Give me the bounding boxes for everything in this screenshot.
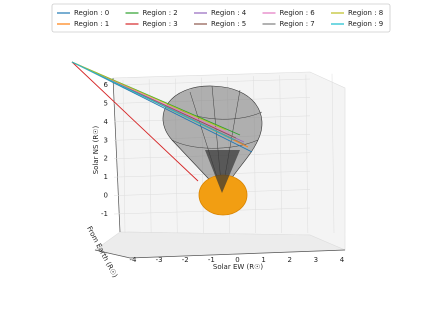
grid-line — [148, 79, 152, 234]
legend-box — [51, 3, 391, 33]
legend: Region : 0 Region : 1 Region : 2 Region : 3… — [57, 9, 383, 28]
grid-line — [122, 79, 126, 234]
z-tick-label: 1 — [104, 173, 108, 181]
region-line — [71, 61, 199, 182]
x-tick-label: 4 — [340, 256, 345, 264]
z-tick-label: 2 — [104, 155, 108, 163]
grid-line — [279, 75, 282, 234]
z-tick-label: -1 — [101, 210, 108, 218]
legend-label: Region : 5 — [211, 20, 246, 28]
x-tick-label: 3 — [314, 256, 318, 264]
grid-line — [331, 73, 335, 234]
legend-label: Region : 2 — [143, 9, 178, 17]
axis-line — [94, 249, 131, 259]
z-tick-label: 4 — [104, 118, 109, 126]
x-tick-label: -4 — [130, 256, 138, 264]
legend-label: Region : 9 — [348, 20, 383, 28]
x-tick-label: 1 — [261, 256, 265, 264]
legend-label: Region : 1 — [74, 20, 109, 28]
z-tick-label: 5 — [104, 99, 108, 107]
legend-label: Region : 4 — [211, 9, 247, 17]
region-line — [71, 61, 227, 131]
grid-line — [305, 74, 309, 234]
x-tick-label: -3 — [156, 256, 163, 264]
region-line — [71, 61, 235, 141]
z-axis-label: Solar NS (R☉) — [92, 125, 100, 174]
x-tick-label: 2 — [288, 256, 292, 264]
floor-pane — [94, 231, 346, 259]
region-line — [71, 61, 253, 153]
x-axis-label: Solar EW (R☉) — [213, 263, 264, 271]
mesh-lines — [171, 85, 263, 194]
axis-line — [129, 249, 346, 259]
x-tick-label: -2 — [182, 256, 189, 264]
ticks: -4 -3 -2 -1 0 1 2 3 4 -1 0 1 2 3 4 5 6 — [101, 81, 345, 264]
cone-apex — [205, 150, 240, 193]
legend-label: Region : 3 — [143, 20, 178, 28]
lines — [71, 61, 253, 182]
legend-label: Region : 8 — [348, 9, 383, 17]
grid-line — [113, 78, 311, 86]
x-tick-label: 0 — [235, 256, 239, 264]
x-tick-label: -1 — [208, 256, 215, 264]
z-tick-label: 6 — [104, 81, 109, 89]
legend-label: Region : 7 — [280, 20, 315, 28]
z-tick-label: 0 — [104, 192, 108, 200]
legend-label: Region : 0 — [74, 9, 109, 17]
z-tick-label: 3 — [104, 136, 108, 144]
legend-label: Region : 6 — [280, 9, 316, 17]
